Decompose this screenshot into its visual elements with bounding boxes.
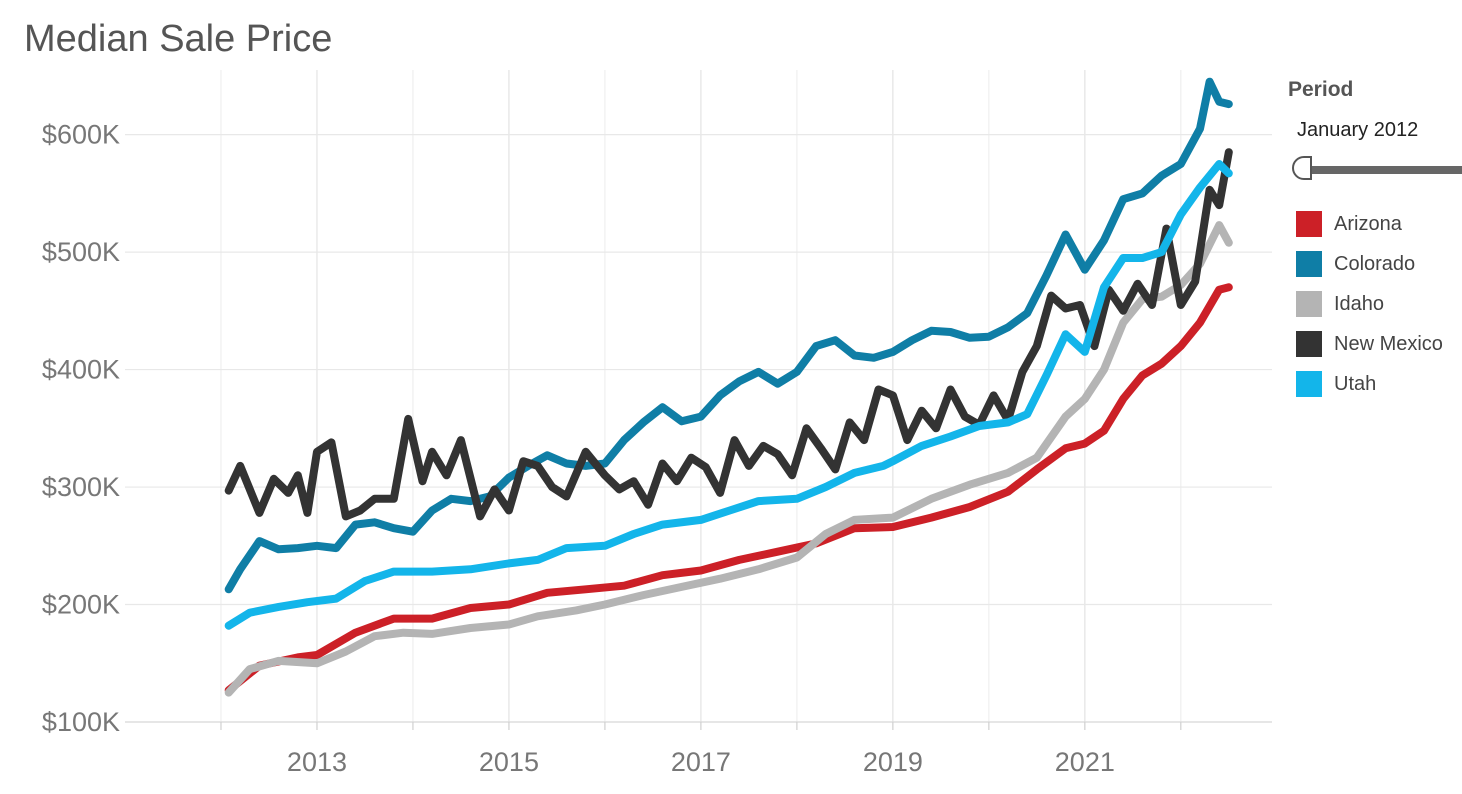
legend-swatch — [1296, 291, 1322, 317]
period-slider[interactable] — [1288, 154, 1462, 184]
legend: Arizona Colorado Idaho New Mexico Utah — [1288, 204, 1458, 404]
series-line-utah[interactable] — [224, 160, 1233, 630]
legend-swatch — [1296, 251, 1322, 277]
legend-item-new-mexico[interactable]: New Mexico — [1288, 324, 1458, 364]
legend-swatch — [1296, 331, 1322, 357]
slider-handle[interactable] — [1292, 156, 1312, 180]
y-tick-label: $100K — [42, 707, 120, 737]
axes: $100K $200K $300K $400K $500K $600K 2013 2015 20… — [42, 120, 1272, 777]
period-value: January 2012 — [1297, 119, 1419, 141]
y-tick-label: $300K — [42, 472, 120, 502]
legend-item-utah[interactable]: Utah — [1288, 364, 1458, 404]
legend-swatch — [1296, 211, 1322, 237]
y-tick-label: $400K — [42, 355, 120, 385]
slider-track[interactable] — [1302, 166, 1462, 174]
legend-item-arizona[interactable]: Arizona — [1288, 204, 1458, 244]
legend-label: Idaho — [1334, 292, 1385, 315]
grid — [125, 70, 1272, 722]
filter-legend-panel: Period January 2012 Arizona Colorado Idaho… — [1288, 78, 1462, 404]
chart-title: Median Sale Price — [24, 18, 333, 60]
y-tick-label: $600K — [42, 120, 120, 150]
x-tick-label: 2013 — [287, 747, 347, 777]
x-tick-label: 2015 — [479, 747, 539, 777]
series-group — [224, 77, 1233, 697]
line-chart: $100K $200K $300K $400K $500K $600K 2013 2015 20… — [42, 70, 1272, 777]
series-line-colorado[interactable] — [224, 77, 1233, 594]
legend-item-colorado[interactable]: Colorado — [1288, 244, 1458, 284]
y-tick-label: $200K — [42, 590, 120, 620]
legend-label: Arizona — [1334, 212, 1402, 235]
x-tick-label: 2017 — [671, 747, 731, 777]
legend-swatch — [1296, 371, 1322, 397]
period-label: Period — [1288, 78, 1354, 101]
legend-label: Utah — [1334, 372, 1377, 395]
legend-label: New Mexico — [1334, 332, 1443, 355]
legend-item-idaho[interactable]: Idaho — [1288, 284, 1458, 324]
series-line-new-mexico[interactable] — [224, 148, 1233, 521]
legend-label: Colorado — [1334, 252, 1416, 275]
x-tick-label: 2021 — [1055, 747, 1115, 777]
x-tick-label: 2019 — [863, 747, 923, 777]
y-tick-label: $500K — [42, 237, 120, 267]
series-line-idaho[interactable] — [224, 221, 1233, 697]
